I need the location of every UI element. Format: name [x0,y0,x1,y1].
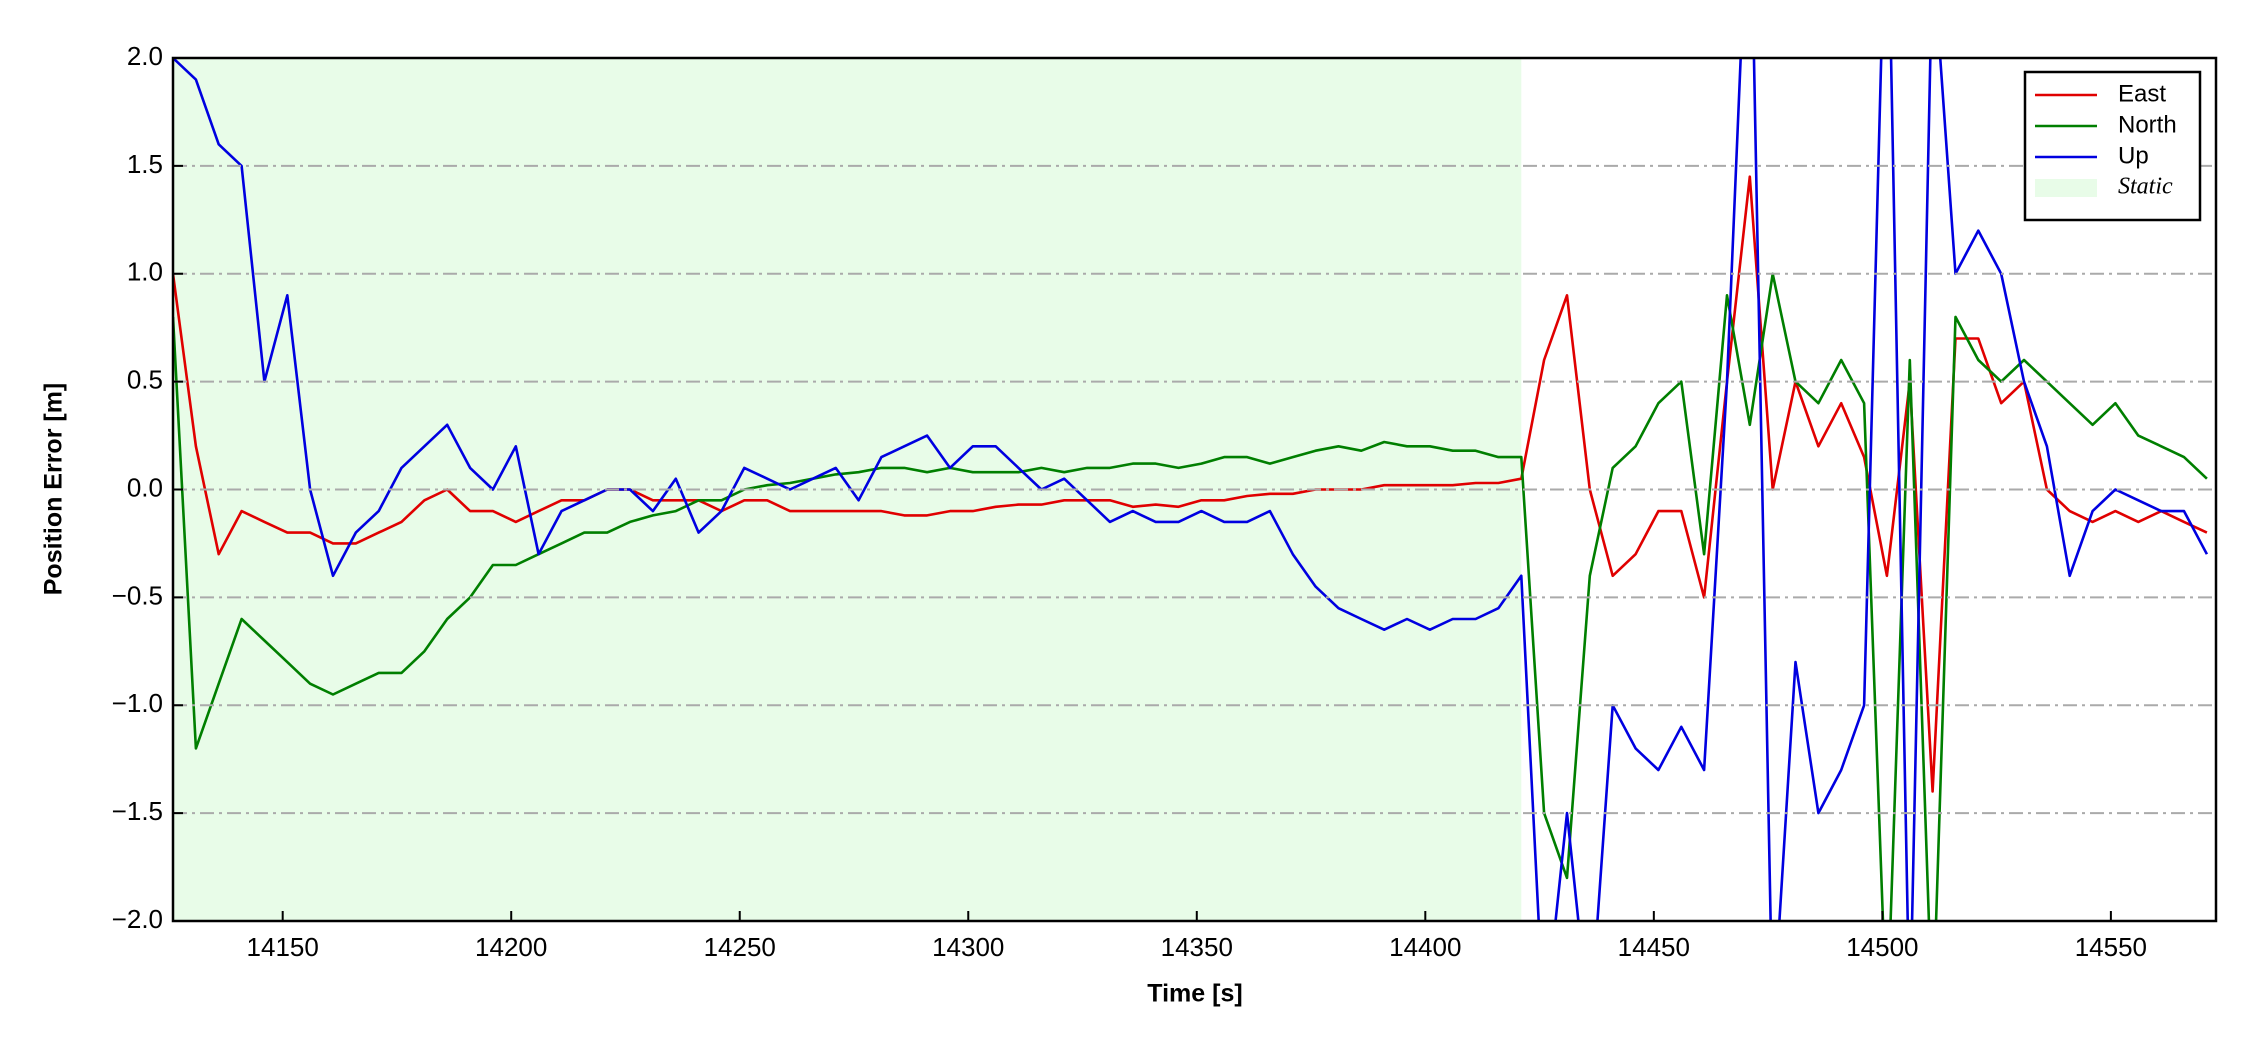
legend-label: North [2118,111,2177,138]
legend-label: Up [2118,142,2149,169]
legend-swatch [2035,179,2097,197]
series-line [173,272,2208,921]
x-tick-label: 14450 [1618,932,1690,962]
plot-area [173,58,2209,921]
y-tick-label: −2.0 [112,904,163,934]
y-tick-label: −0.5 [112,580,163,610]
y-tick-label: 0.0 [127,472,163,502]
x-tick-label: 14300 [932,932,1004,962]
legend-label: Static [2118,174,2173,200]
plot-frame [171,56,2218,923]
x-tick-label: 14550 [2075,932,2147,962]
x-tick-label: 14500 [1846,932,1918,962]
y-tick-label: 0.5 [127,365,163,395]
x-tick-label: 14200 [475,932,547,962]
x-tick-label: 14400 [1389,932,1461,962]
x-tick-label: 14250 [704,932,776,962]
y-tick-label: 1.5 [127,149,163,179]
x-axis-label: Time [s] [1147,980,1242,1008]
y-tick-label: 2.0 [127,41,163,71]
y-tick-label: −1.5 [112,796,163,826]
legend-label: East [2118,80,2166,107]
y-tick-label: −1.0 [112,688,163,718]
x-tick-label: 14350 [1161,932,1233,962]
series-line [173,58,2209,921]
y-tick-label: 1.0 [127,257,163,287]
x-tick-label: 14150 [247,932,319,962]
y-axis-label: Position Error [m] [40,383,68,596]
